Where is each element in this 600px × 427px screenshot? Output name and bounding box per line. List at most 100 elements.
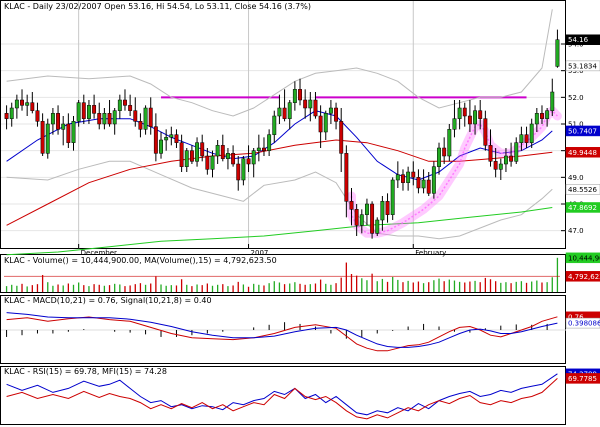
macd-line — [6, 316, 558, 352]
candle-up — [195, 142, 200, 162]
candle-down — [56, 113, 61, 130]
y-tick-label: 53.0 — [568, 67, 584, 75]
candle-down — [92, 105, 97, 114]
candle-up — [272, 115, 277, 135]
value-tag-label: 4,792,623 — [568, 273, 600, 281]
candle-up — [169, 134, 174, 138]
candle-down — [220, 145, 225, 159]
ma-line — [6, 160, 553, 240]
candle-up — [452, 118, 457, 130]
candle-up — [71, 121, 76, 143]
value-tag-label: 47.8692 — [568, 204, 597, 212]
candle-up — [277, 107, 282, 117]
value-tag-label: 0.76 — [568, 313, 584, 321]
candle-down — [540, 113, 544, 119]
candle-up — [241, 158, 246, 181]
candle-up — [323, 113, 328, 133]
candle-up — [117, 99, 122, 111]
candle-down — [133, 110, 138, 122]
candle-down — [483, 118, 488, 146]
candle-down — [174, 134, 179, 143]
candle-down — [411, 171, 416, 178]
candle-up — [14, 99, 19, 109]
candle-down — [179, 142, 184, 167]
candle-down — [303, 99, 308, 109]
candle-down — [20, 99, 24, 106]
candle-down — [107, 113, 112, 125]
candle-up — [529, 123, 534, 143]
candle-down — [205, 155, 210, 170]
rsi-series — [6, 373, 558, 420]
candle-up — [215, 145, 220, 157]
candle-up — [76, 102, 81, 122]
value-tag-label: 54.16 — [568, 36, 589, 44]
macd-series — [6, 312, 558, 352]
candle-down — [488, 145, 493, 162]
candle-up — [364, 203, 369, 215]
candle-up — [50, 113, 55, 125]
price-panel-title: KLAC - Daily 23/02/2007 Open 53.16, Hi 5… — [4, 2, 311, 11]
candle-down — [236, 163, 241, 181]
candle-up — [112, 110, 117, 125]
value-tag-label: 10,444,90 — [568, 254, 600, 262]
candle-down — [354, 209, 359, 226]
candle-up — [45, 123, 50, 154]
candle-down — [128, 105, 133, 111]
candle-down — [416, 177, 421, 189]
candle-down — [442, 147, 447, 157]
candle-down — [370, 203, 375, 234]
candle-up — [164, 137, 169, 141]
candle-up — [292, 89, 297, 103]
candle-up — [431, 166, 436, 194]
candle-up — [498, 163, 503, 170]
candle-up — [267, 134, 272, 151]
candle-down — [189, 150, 194, 162]
candle-down — [97, 113, 102, 125]
candle-down — [467, 115, 472, 125]
candle-up — [9, 107, 14, 119]
candle-up — [375, 219, 380, 234]
candle-down — [148, 107, 153, 127]
y-tick-label: 49.0 — [568, 174, 584, 182]
candle-up — [437, 147, 441, 167]
candle-down — [81, 102, 86, 119]
candle-down — [231, 153, 236, 165]
value-tag-box — [565, 147, 600, 158]
candle-down — [30, 102, 35, 111]
candle-up — [380, 201, 385, 221]
candle-up — [457, 107, 462, 119]
candle-up — [184, 150, 189, 167]
candle-down — [478, 110, 483, 119]
value-tag-label: 53.1834 — [568, 62, 597, 70]
candle-down — [349, 201, 354, 210]
candle-up — [555, 39, 560, 67]
candle-up — [545, 110, 550, 119]
y-tick-label: 51.0 — [568, 121, 584, 129]
value-tags: 54.16 53.1834 50.7407 49.9448 48.5526 47.8692… — [565, 34, 600, 384]
candle-down — [66, 123, 71, 143]
candle-down — [282, 107, 287, 119]
candle-down — [298, 89, 302, 101]
candlestick-series — [4, 29, 560, 239]
candle-down — [462, 107, 467, 117]
candle-down — [339, 121, 344, 154]
candle-up — [359, 214, 364, 226]
candle-down — [509, 155, 514, 162]
candle-down — [123, 99, 127, 106]
candle-up — [447, 129, 452, 157]
candle-down — [344, 153, 349, 202]
value-tag-label: 49.9448 — [568, 149, 597, 157]
value-tag-box — [565, 184, 600, 195]
candle-up — [287, 102, 292, 119]
candle-up — [25, 102, 30, 106]
candle-down — [334, 107, 339, 122]
candle-down — [318, 115, 323, 133]
candle-down — [493, 161, 498, 170]
candle-down — [246, 158, 251, 165]
candle-up — [406, 171, 411, 183]
ma-line — [6, 207, 553, 256]
value-tag-label: 69.7785 — [568, 375, 597, 383]
candle-down — [385, 201, 390, 215]
candle-up — [421, 179, 426, 189]
value-tag-box — [565, 373, 600, 384]
